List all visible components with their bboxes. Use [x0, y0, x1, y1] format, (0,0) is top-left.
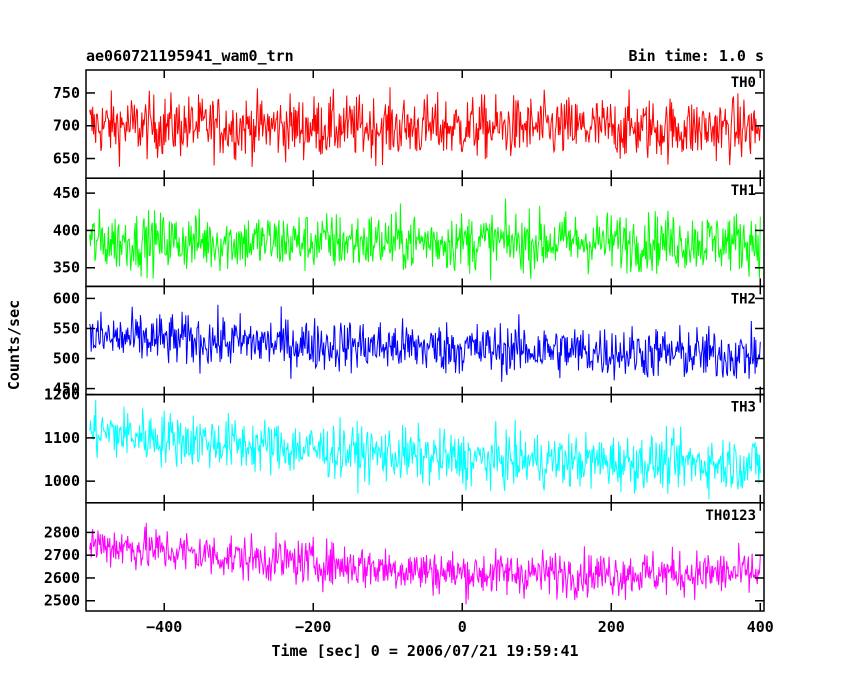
- series-th0123-line: [89, 522, 761, 605]
- chart-title: ae060721195941_wam0_trn: [86, 47, 294, 65]
- x-axis-label: Time [sec] 0 = 2006/07/21 19:59:41: [271, 642, 578, 660]
- series-th3-line: [89, 399, 761, 500]
- y-axis-label: Counts/sec: [5, 300, 23, 390]
- series-th2-line: [89, 304, 761, 382]
- y-tick-label: 750: [53, 84, 80, 102]
- x-tick-label: 0: [458, 618, 467, 636]
- panel-label-th0: TH0: [731, 75, 756, 91]
- y-tick-label: 2600: [44, 569, 80, 587]
- y-tick-label: 2500: [44, 592, 80, 610]
- y-tick-label: 400: [53, 221, 80, 239]
- y-tick-label: 500: [53, 350, 80, 368]
- bin-time-label: Bin time: 1.0 s: [629, 47, 764, 65]
- panel-label-th1: TH1: [731, 183, 756, 199]
- panel-label-th0123: TH0123: [705, 508, 756, 524]
- y-tick-label: 1100: [44, 429, 80, 447]
- y-tick-label: 1200: [44, 386, 80, 404]
- x-tick-label: 400: [747, 618, 774, 636]
- y-tick-label: 350: [53, 259, 80, 277]
- series-th0-line: [89, 87, 761, 167]
- panel-frame: [85, 502, 765, 612]
- x-tick-labels: −400 −200 0 200 400: [146, 618, 774, 636]
- x-tick-label: −400: [146, 618, 182, 636]
- y-tick-label: 450: [53, 380, 80, 398]
- x-tick-label: 200: [598, 618, 625, 636]
- panel-label-th2: TH2: [731, 291, 756, 307]
- y-tick-label: 1000: [44, 472, 80, 490]
- series-th1-line: [89, 198, 761, 281]
- y-tick-label: 600: [53, 289, 80, 307]
- y-tick-label: 550: [53, 319, 80, 337]
- y-tick-label: 2800: [44, 523, 80, 541]
- y-tick-label: 2700: [44, 546, 80, 564]
- panel-label-th3: TH3: [731, 400, 756, 416]
- y-tick-label: 450: [53, 184, 80, 202]
- y-tick-label: 650: [53, 150, 80, 168]
- panels-group: 650 700 750 TH0 350 400 450 TH1 450 500 550 600 TH2 1…: [44, 69, 765, 612]
- x-tick-label: −200: [295, 618, 331, 636]
- y-tick-label: 700: [53, 117, 80, 135]
